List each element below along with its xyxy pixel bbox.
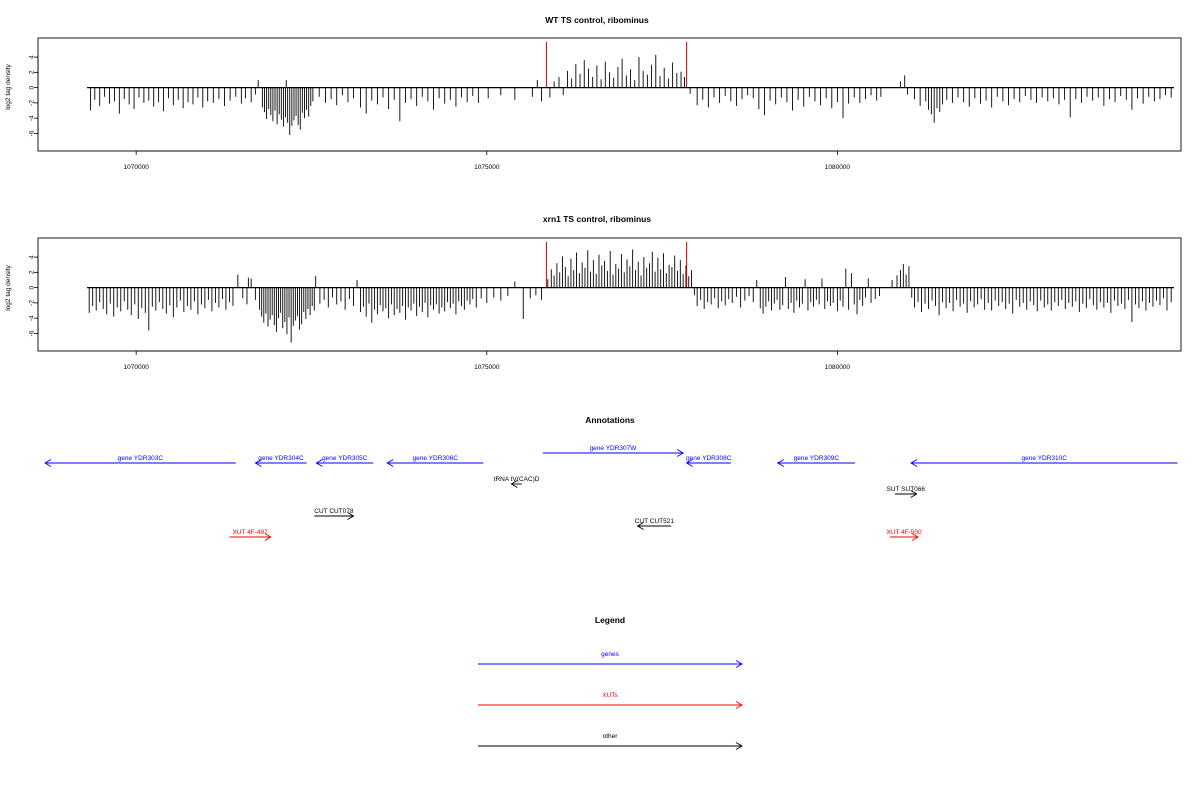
y-tick-label: -6 bbox=[28, 130, 35, 136]
track-wt-markers bbox=[545, 41, 688, 88]
track-xrn1-y-axis: -6 -4 -2 0 2 4 bbox=[28, 255, 39, 336]
track-wt-ylabel: log2 tag density bbox=[5, 63, 12, 109]
annotation-feature: gene YDR307W bbox=[542, 445, 685, 457]
feature-arrow-head bbox=[735, 742, 743, 750]
legend-item-label: other bbox=[603, 733, 619, 740]
annotation-feature: tRNA tV(CAC)D bbox=[494, 476, 540, 488]
track-xrn1: xrn1 TS control, ribominus log2 tag dens… bbox=[5, 214, 1182, 371]
annotation-feature: gene YDR304C bbox=[254, 455, 307, 467]
legend-item-label: genes bbox=[601, 651, 619, 658]
annotation-feature: XUT 4F-500 bbox=[886, 529, 922, 541]
feature-arrow-head bbox=[735, 701, 743, 709]
annotation-feature: gene YDR308C bbox=[685, 455, 732, 467]
y-tick-label: -4 bbox=[28, 315, 35, 321]
x-tick-label: 1070000 bbox=[124, 164, 150, 171]
track-xrn1-x-axis: 1070000 1075000 1080000 bbox=[124, 350, 851, 371]
annotation-feature-label: gene YDR306C bbox=[413, 455, 459, 462]
x-tick-label: 1075000 bbox=[474, 164, 500, 171]
legend-item: XUTs bbox=[478, 692, 743, 709]
annotation-feature: gene YDR310C bbox=[910, 455, 1178, 467]
y-tick-label: 0 bbox=[28, 285, 35, 289]
y-tick-label: -6 bbox=[28, 330, 35, 336]
annotation-feature-label: gene YDR308C bbox=[686, 455, 732, 462]
track-wt: WT TS control, ribominus log2 tag densit… bbox=[5, 15, 1182, 171]
x-tick-label: 1075000 bbox=[474, 364, 500, 371]
feature-arrow-head bbox=[776, 459, 785, 467]
annotation-feature: SUT SUT066 bbox=[886, 486, 925, 498]
annotation-feature-label: gene YDR303C bbox=[118, 455, 164, 462]
legend-items: genes XUTs other bbox=[478, 651, 743, 750]
y-tick-label: -2 bbox=[28, 300, 35, 306]
annotations-panel: Annotations gene YDR303C gene YDR304C gene… bbox=[44, 415, 1178, 541]
annotations-title: Annotations bbox=[585, 415, 635, 425]
feature-arrow-head bbox=[386, 459, 394, 467]
x-tick-label: 1070000 bbox=[124, 364, 150, 371]
x-tick-label: 1080000 bbox=[825, 164, 851, 171]
feature-arrow-head bbox=[676, 449, 685, 457]
y-tick-label: 4 bbox=[28, 255, 35, 259]
feature-arrow-head bbox=[910, 490, 918, 498]
annotation-feature-label: SUT SUT066 bbox=[886, 486, 925, 493]
annotation-feature: CUT CUT521 bbox=[635, 518, 675, 530]
annotation-feature: gene YDR305C bbox=[315, 455, 374, 467]
track-wt-bars bbox=[90, 54, 1172, 135]
track-xrn1-bars bbox=[88, 249, 1172, 343]
feature-arrow-head bbox=[510, 480, 518, 488]
track-wt-title: WT TS control, ribominus bbox=[545, 15, 649, 25]
track-wt-x-axis: 1070000 1075000 1080000 bbox=[124, 150, 851, 171]
annotation-feature: gene YDR303C bbox=[44, 455, 236, 467]
feature-arrow-head bbox=[347, 512, 355, 520]
annotation-feature-label: XUT 4F-500 bbox=[886, 529, 922, 536]
y-tick-label: 0 bbox=[28, 85, 35, 89]
legend-item-label: XUTs bbox=[602, 692, 618, 699]
annotation-feature-label: gene YDR305C bbox=[322, 455, 368, 462]
feature-arrow-head bbox=[44, 459, 52, 467]
feature-arrow-head bbox=[254, 459, 262, 467]
y-tick-label: -2 bbox=[28, 100, 35, 106]
annotation-feature-label: gene YDR309C bbox=[794, 455, 840, 462]
legend-title: Legend bbox=[595, 615, 625, 625]
annotation-feature-label: gene YDR310C bbox=[1022, 455, 1068, 462]
feature-arrow-head bbox=[636, 522, 644, 530]
annotation-feature: gene YDR309C bbox=[776, 455, 855, 467]
track-wt-frame bbox=[37, 37, 1182, 152]
annotation-feature-label: CUT CUT078 bbox=[314, 508, 354, 515]
legend-item: genes bbox=[478, 651, 743, 668]
feature-arrow-head bbox=[685, 459, 693, 467]
legend-panel: Legend genes XUTs other bbox=[478, 615, 743, 750]
feature-arrow-head bbox=[315, 459, 323, 467]
y-tick-label: 2 bbox=[28, 70, 35, 74]
track-xrn1-markers bbox=[545, 241, 688, 288]
feature-arrow-head bbox=[735, 660, 743, 668]
y-tick-label: -4 bbox=[28, 115, 35, 121]
annotation-feature: XUT 4F-497 bbox=[229, 529, 272, 541]
track-xrn1-title: xrn1 TS control, ribominus bbox=[543, 214, 651, 224]
track-xrn1-ylabel: log2 tag density bbox=[5, 264, 12, 310]
legend-item: other bbox=[478, 733, 743, 750]
annotation-feature-label: gene YDR307W bbox=[590, 445, 638, 452]
feature-arrow-head bbox=[911, 533, 919, 541]
y-tick-label: 4 bbox=[28, 55, 35, 59]
y-tick-label: 2 bbox=[28, 270, 35, 274]
x-tick-label: 1080000 bbox=[825, 364, 851, 371]
annotation-feature-label: CUT CUT521 bbox=[635, 518, 675, 525]
annotation-feature-label: tRNA tV(CAC)D bbox=[494, 476, 540, 483]
annotation-feature: gene YDR306C bbox=[386, 455, 484, 467]
annotation-feature: CUT CUT078 bbox=[314, 508, 355, 520]
feature-arrow-head bbox=[264, 533, 272, 541]
track-wt-y-axis: -6 -4 -2 0 2 4 bbox=[28, 55, 39, 136]
annotation-features: gene YDR303C gene YDR304C gene YDR305C gene… bbox=[44, 445, 1178, 541]
feature-arrow-head bbox=[910, 459, 918, 467]
annotation-feature-label: XUT 4F-497 bbox=[232, 529, 268, 536]
annotation-feature-label: gene YDR304C bbox=[258, 455, 304, 462]
